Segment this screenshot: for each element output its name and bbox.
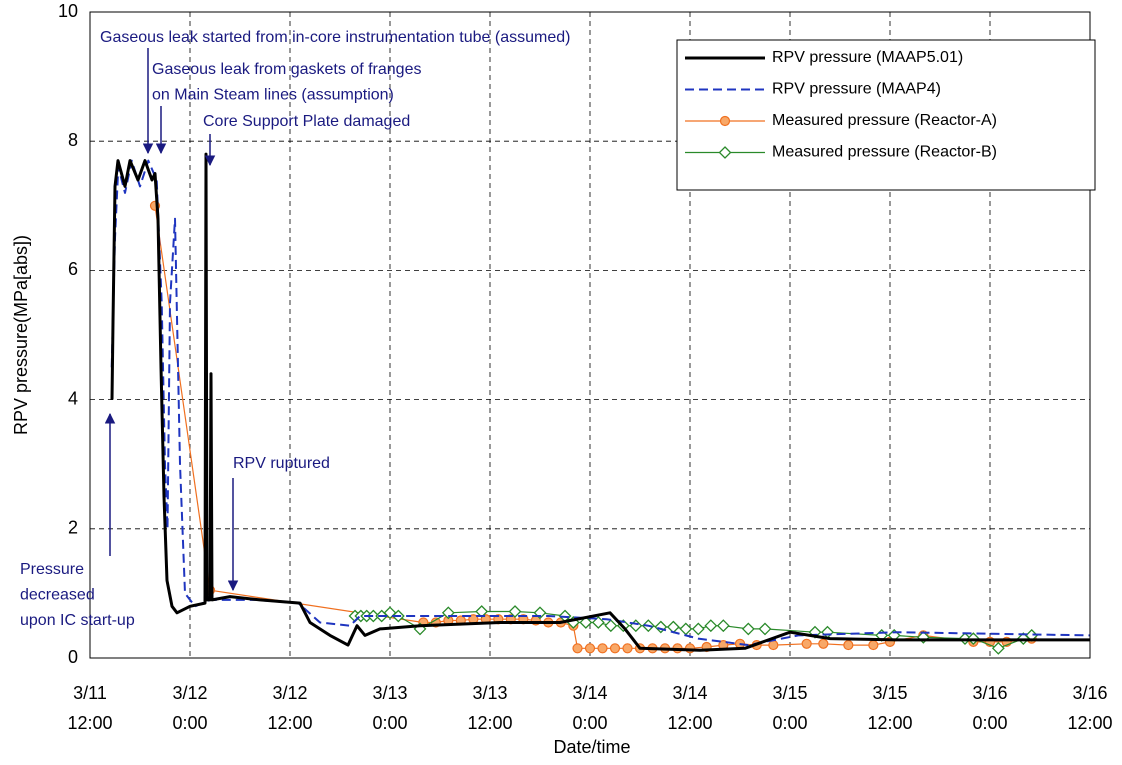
data-point [366, 609, 380, 623]
x-tick-label: 3/14 12:00 [667, 683, 713, 733]
x-tick-label: 3/14 0:00 [572, 683, 608, 733]
legend-label: Measured pressure (Reactor-A) [772, 112, 997, 129]
series-line [154, 205, 1032, 649]
data-point [604, 619, 618, 633]
annotation: Gaseous leak from gaskets of franges [152, 61, 421, 78]
x-tick-label: 3/16 0:00 [972, 683, 1008, 733]
annotation: RPV ruptured [233, 455, 330, 472]
legend-label: RPV pressure (MAAP5.01) [772, 49, 963, 66]
data-point [818, 638, 829, 649]
data-point [622, 643, 633, 654]
legend-marker [718, 146, 732, 159]
x-tick-label: 3/15 12:00 [867, 683, 913, 733]
legend-label: RPV pressure (MAAP4) [772, 81, 941, 98]
data-point [609, 643, 621, 654]
x-tick-label: 3/13 12:00 [467, 683, 513, 733]
data-point [758, 622, 772, 636]
x-tick-label: 3/13 0:00 [372, 683, 408, 733]
legend-marker [719, 115, 731, 127]
y-tick-label: 4 [68, 388, 78, 408]
x-tick-label: 3/11 12:00 [67, 683, 113, 733]
annotation: Core Support Plate damaged [203, 113, 410, 130]
y-tick-label: 2 [68, 518, 78, 538]
y-tick-label: 8 [68, 130, 78, 150]
y-tick-label: 6 [68, 259, 78, 279]
y-tick-label: 0 [68, 647, 78, 667]
annotation: upon IC start-up [20, 612, 135, 629]
x-axis-label: Date/time [553, 737, 630, 757]
data-point [572, 643, 583, 654]
legend-label: Measured pressure (Reactor-B) [772, 144, 997, 161]
annotation: Gaseous leak started from in-core instru… [100, 29, 570, 46]
data-point [991, 641, 1005, 655]
x-tick-label: 3/15 0:00 [772, 683, 808, 733]
x-tick-label: 3/12 12:00 [267, 683, 313, 733]
y-tick-label: 10 [58, 1, 78, 21]
data-point [579, 616, 593, 629]
y-axis-label: RPV pressure(MPa[abs]) [11, 235, 31, 435]
data-point [768, 639, 779, 651]
x-tick-label: 3/12 0:00 [172, 683, 208, 733]
data-point [508, 605, 522, 618]
x-tick-label: 3/16 12:00 [1067, 683, 1113, 733]
data-point [801, 638, 812, 649]
data-point [716, 619, 730, 633]
annotation: decreased [20, 587, 95, 604]
data-point [704, 619, 718, 633]
data-point [597, 643, 608, 654]
data-point [741, 622, 755, 636]
data-point [584, 643, 596, 654]
data-point [591, 616, 605, 629]
plot-border [89, 11, 1091, 659]
annotation: on Main Steam lines (assumption) [152, 87, 394, 104]
legend-box [676, 39, 1096, 191]
data-point [843, 639, 854, 651]
series-line [110, 152, 1090, 652]
series-line [110, 159, 1091, 647]
data-point [691, 622, 705, 636]
data-point [868, 639, 879, 651]
annotation: Pressure [20, 561, 84, 578]
